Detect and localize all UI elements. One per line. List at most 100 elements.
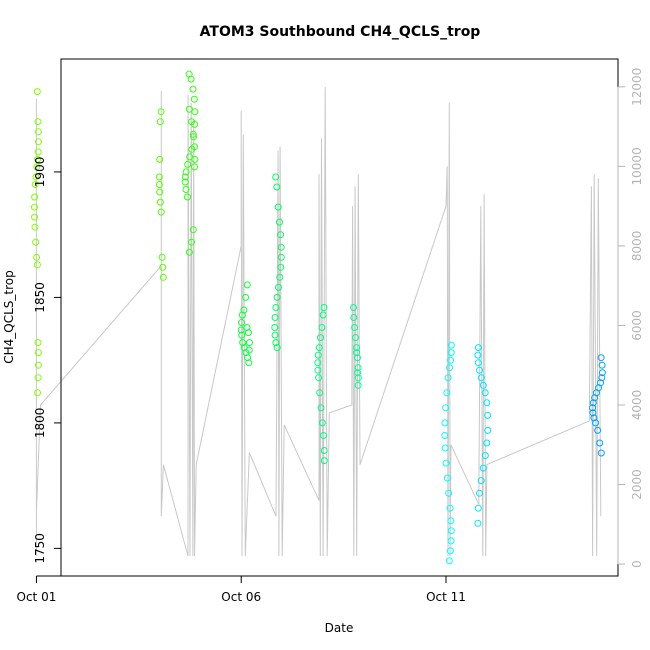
data-point: [353, 344, 361, 352]
x-tick-label: Oct 06: [221, 590, 261, 604]
data-point: [191, 143, 198, 151]
data-point: [240, 306, 248, 314]
data-point: [34, 155, 42, 163]
data-point: [447, 537, 455, 545]
data-point: [354, 369, 362, 377]
data-point: [156, 188, 164, 196]
y-axis-label: CH4_QCLS_trop: [2, 270, 16, 364]
data-point: [31, 181, 39, 188]
data-point: [352, 334, 359, 342]
data-point: [159, 273, 167, 281]
data-point: [188, 118, 195, 126]
data-point: [589, 409, 597, 417]
data-point: [156, 155, 164, 163]
y-tick-label: 1800: [33, 408, 47, 439]
data-point: [273, 344, 281, 352]
data-point: [30, 203, 38, 211]
data-point: [447, 517, 455, 525]
data-point: [245, 339, 253, 347]
data-point: [273, 183, 281, 191]
data-point: [446, 364, 453, 372]
data-point: [589, 399, 597, 407]
data-point: [481, 389, 489, 397]
data-point: [190, 95, 198, 103]
data-point: [272, 339, 280, 347]
data-point: [34, 339, 42, 347]
data-point: [182, 186, 190, 193]
data-point: [353, 349, 361, 357]
data-point: [441, 419, 449, 427]
y2-tick-label: 12000: [630, 68, 644, 106]
data-point: [314, 366, 322, 374]
data-point: [442, 404, 450, 412]
y2-tick-label: 4000: [630, 390, 644, 421]
y2-tick-label: 6000: [630, 310, 644, 341]
data-point: [243, 281, 251, 289]
data-point: [315, 344, 323, 352]
data-point: [479, 464, 487, 472]
chart-title: ATOM3 Southbound CH4_QCLS_trop: [200, 24, 481, 40]
data-point: [477, 374, 485, 382]
y2-tick-label: 2000: [630, 469, 644, 500]
data-point: [474, 504, 482, 512]
data-point: [317, 334, 324, 342]
data-point: [484, 426, 492, 434]
y2-tick-label: 0: [630, 560, 644, 568]
data-point: [474, 344, 482, 352]
data-point: [276, 218, 283, 226]
data-point: [597, 354, 605, 362]
data-point: [159, 263, 167, 271]
data-point: [181, 178, 189, 186]
data-point: [441, 432, 449, 439]
data-point: [442, 459, 450, 467]
data-point: [315, 374, 323, 382]
data-point: [155, 181, 163, 188]
data-point: [598, 369, 606, 377]
data-point: [271, 331, 279, 339]
data-point: [316, 389, 324, 397]
data-point: [483, 439, 491, 447]
data-point: [354, 381, 362, 389]
data-point: [33, 261, 41, 269]
data-point: [239, 339, 247, 347]
data-point: [474, 351, 482, 359]
y2-tick-label: 10000: [630, 147, 644, 185]
data-point: [188, 238, 195, 246]
data-point: [441, 444, 449, 452]
data-point: [445, 557, 453, 565]
data-point: [31, 213, 38, 221]
data-point: [320, 447, 328, 454]
data-point: [320, 432, 327, 439]
data-point: [447, 527, 455, 535]
data-point: [182, 168, 190, 176]
data-point: [481, 452, 489, 459]
data-point: [271, 324, 279, 331]
secondary-y-axis: 0 2000 4000 6000 8000 10000 12000: [617, 68, 644, 568]
y2-tick-label: 8000: [630, 231, 644, 262]
x-axis: Oct 01 Oct 06 Oct 11: [17, 575, 466, 604]
data-point: [476, 366, 483, 374]
data-point: [314, 359, 322, 367]
data-point: [444, 374, 452, 382]
data-point: [446, 547, 454, 555]
data-point: [34, 349, 42, 357]
data-point: [33, 88, 41, 96]
data-point: [33, 163, 41, 171]
data-point: [277, 253, 285, 261]
data-point: [157, 208, 165, 216]
data-point: [446, 504, 454, 512]
data-point: [272, 173, 280, 181]
data-point: [187, 75, 195, 83]
data-point: [447, 341, 455, 349]
data-point: [189, 226, 197, 234]
data-point: [483, 399, 491, 407]
data-point: [277, 243, 285, 251]
data-point: [190, 133, 197, 141]
x-axis-label: Date: [325, 621, 354, 635]
data-point: [277, 263, 285, 271]
data-point: [589, 404, 597, 412]
data-point: [184, 193, 191, 201]
data-point: [443, 474, 451, 482]
data-point: [181, 173, 189, 181]
data-point: [597, 449, 605, 457]
